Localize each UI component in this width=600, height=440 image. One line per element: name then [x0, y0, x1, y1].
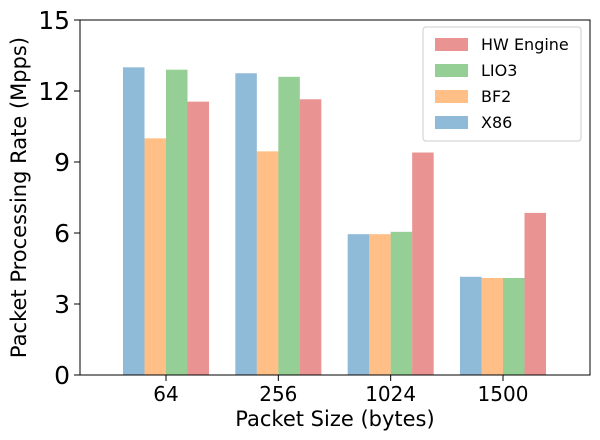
bar-lio3-256: [278, 76, 300, 376]
legend-label-lio3: LIO3: [481, 61, 517, 80]
y-axis-title: Packet Processing Rate (Mpps): [7, 37, 31, 358]
legend-swatch-x86: [435, 116, 468, 129]
bar-lio3-64: [166, 69, 188, 375]
bar-hw-engine-256: [299, 99, 322, 375]
legend-swatch-bf2: [435, 90, 468, 103]
legend: HW Engine LIO3 BF2 X86: [422, 26, 582, 142]
x-tick-label: 256: [259, 382, 297, 406]
bar-lio3-1500: [503, 277, 525, 375]
bar-hw-engine-64: [187, 101, 209, 376]
y-tick-label: 15: [38, 6, 70, 35]
y-tick-label: 0: [54, 361, 70, 390]
x-axis-title: Packet Size (bytes): [235, 407, 434, 431]
bar-x86-256: [235, 73, 257, 375]
y-tick-label: 3: [54, 290, 70, 319]
x-tick-label: 64: [153, 382, 178, 406]
bar-lio3-1024: [390, 231, 413, 375]
legend-label-hw-engine: HW Engine: [481, 35, 569, 54]
x-tick-label: 1024: [365, 382, 416, 406]
y-tick-label: 12: [38, 77, 70, 106]
bar-x86-1024: [347, 234, 370, 375]
bar-x86-1500: [460, 276, 482, 375]
legend-label-x86: X86: [481, 113, 512, 132]
bar-hw-engine-1500: [524, 212, 546, 375]
y-axis: 0 3 6 9 12 15: [38, 6, 80, 390]
legend-box: [422, 26, 582, 142]
bar-bf2-64: [144, 138, 166, 375]
x-tick-label: 1500: [478, 382, 529, 406]
bar-bf2-1500: [481, 277, 503, 375]
plot-frame: [79, 19, 591, 376]
y-tick-label: 9: [54, 148, 70, 177]
bar-x86-64: [123, 67, 145, 375]
bar-bf2-1024: [369, 234, 391, 375]
y-tick-label: 6: [54, 219, 70, 248]
legend-swatch-hw-engine: [435, 38, 468, 51]
legend-label-bf2: BF2: [481, 87, 511, 106]
bar-bf2-256: [256, 151, 279, 375]
legend-swatch-lio3: [435, 64, 468, 77]
x-axis: 64 256 1024 1500: [153, 375, 528, 406]
bars-group: [123, 67, 546, 376]
bar-hw-engine-1024: [412, 152, 434, 375]
